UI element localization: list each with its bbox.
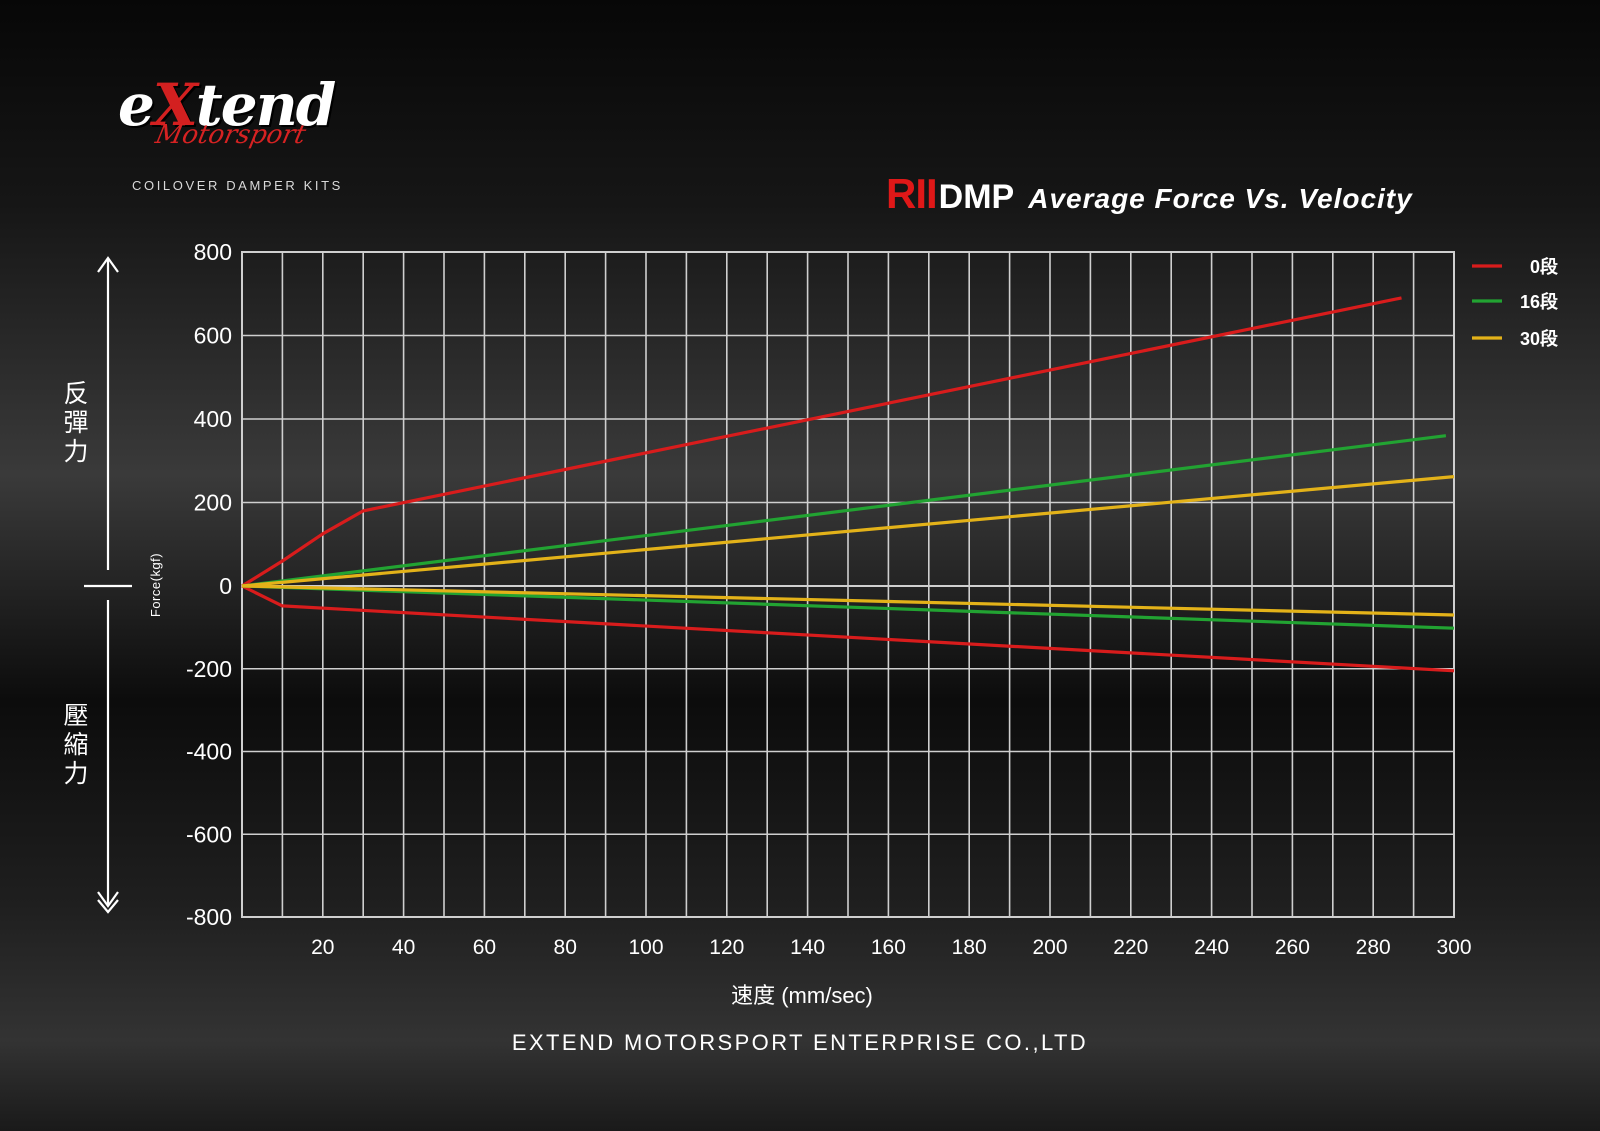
legend-label: 0段	[1530, 256, 1559, 277]
y-tick-label: -400	[186, 739, 232, 765]
x-tick-label: 180	[952, 936, 987, 959]
brand-logo: eXtend Motorsport COILOVER DAMPER KITS	[118, 76, 428, 196]
x-tick-label: 240	[1194, 936, 1229, 959]
rebound-char-1: 反	[63, 380, 89, 408]
compression-char-2: 縮	[63, 731, 89, 759]
x-tick-labels: 20 40 60 80 100 120 140 160 180 200 220 240 260 280 30…	[311, 936, 1471, 959]
x-tick-label: 200	[1032, 936, 1067, 959]
series-line-compression	[241, 584, 1455, 673]
rebound-force-label: 反 彈 力	[62, 380, 90, 467]
chart-title: RIIDMP Average Force Vs. Velocity	[886, 170, 1413, 218]
compression-char-1: 壓	[63, 702, 89, 730]
x-tick-label: 100	[628, 936, 663, 959]
y-tick-label: -800	[186, 904, 232, 930]
title-product: DMP	[938, 178, 1015, 216]
compression-char-3: 力	[63, 760, 89, 788]
x-tick-label: 120	[709, 936, 744, 959]
company-name: EXTEND MOTORSPORT ENTERPRISE CO.,LTD	[511, 1030, 1089, 1055]
arrow-down-icon-2	[97, 899, 119, 914]
series-line-rebound	[241, 434, 1447, 588]
x-axis-label: 速度 (mm/sec)	[731, 983, 873, 1008]
x-tick-label: 60	[473, 936, 496, 959]
y-axis-label: Force(kgf)	[148, 553, 163, 617]
x-tick-label: 260	[1275, 936, 1310, 959]
logo-tagline: COILOVER DAMPER KITS	[132, 178, 343, 193]
series-line-rebound	[241, 475, 1455, 588]
grid	[241, 251, 1455, 918]
rebound-char-3: 力	[63, 438, 89, 466]
y-tick-label: 200	[194, 490, 232, 516]
y-tick-label: 600	[194, 323, 232, 349]
legend-label: 30段	[1520, 328, 1559, 349]
logo-word-e: e	[118, 71, 155, 139]
series-line-compression	[241, 584, 1455, 630]
y-tick-label: 0	[219, 573, 232, 599]
x-tick-label: 80	[554, 936, 577, 959]
y-tick-label: -600	[186, 821, 232, 847]
logo-word-x: X	[152, 71, 198, 139]
y-tick-label: 400	[194, 406, 232, 432]
title-model: RII	[886, 170, 938, 217]
legend-label: 16段	[1520, 291, 1559, 312]
arrow-axis	[84, 256, 132, 914]
x-tick-label: 300	[1436, 936, 1471, 959]
series-lines	[241, 296, 1455, 673]
arrow-up-icon	[97, 256, 119, 273]
y-tick-label: 800	[194, 239, 232, 265]
compression-force-label: 壓 縮 力	[62, 702, 90, 789]
y-tick-labels: 800 600 400 200 0 -200 -400 -600 -800	[186, 239, 232, 930]
x-tick-label: 280	[1356, 936, 1391, 959]
y-tick-label: -200	[186, 656, 232, 682]
logo-wordmark: eXtend	[118, 76, 336, 134]
title-text: Average Force Vs. Velocity	[1028, 183, 1413, 214]
x-tick-label: 220	[1113, 936, 1148, 959]
legend: 0段 16段 30段	[1472, 256, 1559, 349]
arrow-down-icon	[97, 891, 119, 908]
x-tick-label: 140	[790, 936, 825, 959]
x-tick-label: 160	[871, 936, 906, 959]
x-tick-label: 20	[311, 936, 334, 959]
series-line-rebound	[241, 296, 1402, 588]
rebound-char-2: 彈	[63, 409, 89, 437]
x-tick-label: 40	[392, 936, 415, 959]
series-line-compression	[241, 584, 1455, 617]
logo-word-tend: tend	[195, 71, 336, 139]
